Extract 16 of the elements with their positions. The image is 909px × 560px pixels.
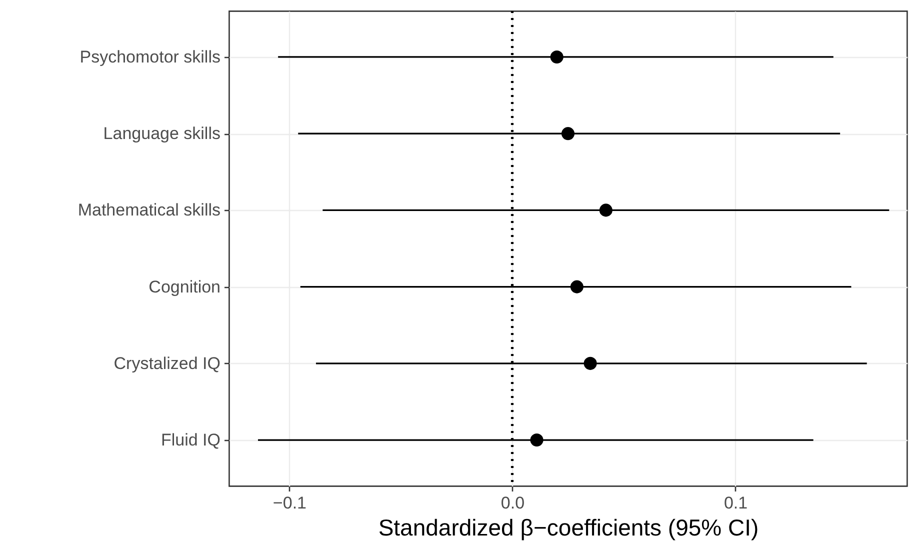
x-tick-label: −0.1 (272, 494, 306, 512)
x-axis-title: Standardized β−coefficients (95% CI) (378, 514, 759, 540)
y-tick-label: Psychomotor skills (80, 47, 220, 66)
x-tick-label: 0.0 (500, 494, 525, 512)
y-tick-label: Crystalized IQ (114, 354, 220, 373)
y-tick-label: Mathematical skills (78, 200, 220, 220)
point (570, 280, 584, 294)
point (599, 204, 612, 217)
y-tick-label: Cognition (148, 277, 220, 296)
point (584, 356, 597, 370)
point (561, 127, 575, 140)
x-tick-label: 0.1 (724, 494, 748, 512)
point (530, 434, 544, 447)
y-tick-label: Language skills (103, 124, 220, 144)
y-tick-label: Fluid IQ (160, 430, 220, 450)
point (550, 50, 564, 64)
